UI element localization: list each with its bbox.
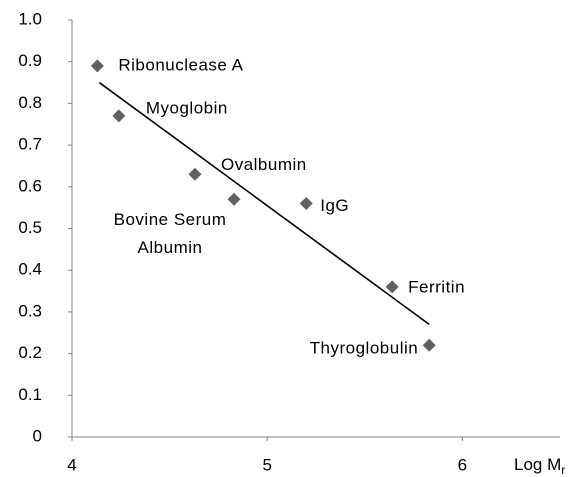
point-label: IgG — [320, 196, 349, 215]
y-tick-label: 0.1 — [18, 385, 42, 404]
point — [227, 192, 241, 206]
point-label: Ribonuclease A — [118, 55, 243, 74]
y-tick-label: 1.0 — [18, 9, 42, 28]
point — [90, 59, 104, 73]
point — [299, 196, 313, 210]
point-label: Albumin — [138, 238, 203, 257]
y-tick-label: 0.4 — [18, 260, 42, 279]
point-label: Ferritin — [408, 277, 465, 296]
y-tick-label: 0.5 — [18, 218, 42, 237]
x-tick-label: 4 — [67, 455, 76, 474]
point — [188, 167, 202, 181]
y-tick-label: 0.2 — [18, 343, 42, 362]
point-label: Ovalbumin — [221, 155, 307, 174]
point — [385, 280, 399, 294]
point-label: Bovine Serum — [114, 210, 227, 229]
point — [112, 109, 126, 123]
y-tick-label: 0.8 — [18, 93, 42, 112]
y-tick-label: 0.9 — [18, 51, 42, 70]
point — [422, 338, 436, 352]
y-tick-label: 0.6 — [18, 176, 42, 195]
y-tick-label: 0.7 — [18, 135, 42, 154]
y-tick-label: 0 — [33, 426, 42, 445]
x-tick-label: 6 — [458, 455, 467, 474]
point-label: Myoglobin — [146, 98, 228, 117]
x-axis-label: Log Mr — [514, 455, 565, 477]
point-label: Thyroglobulin — [310, 339, 419, 358]
trendline — [98, 81, 430, 326]
x-tick-label: 5 — [262, 455, 271, 474]
y-tick-label: 0.3 — [18, 301, 42, 320]
